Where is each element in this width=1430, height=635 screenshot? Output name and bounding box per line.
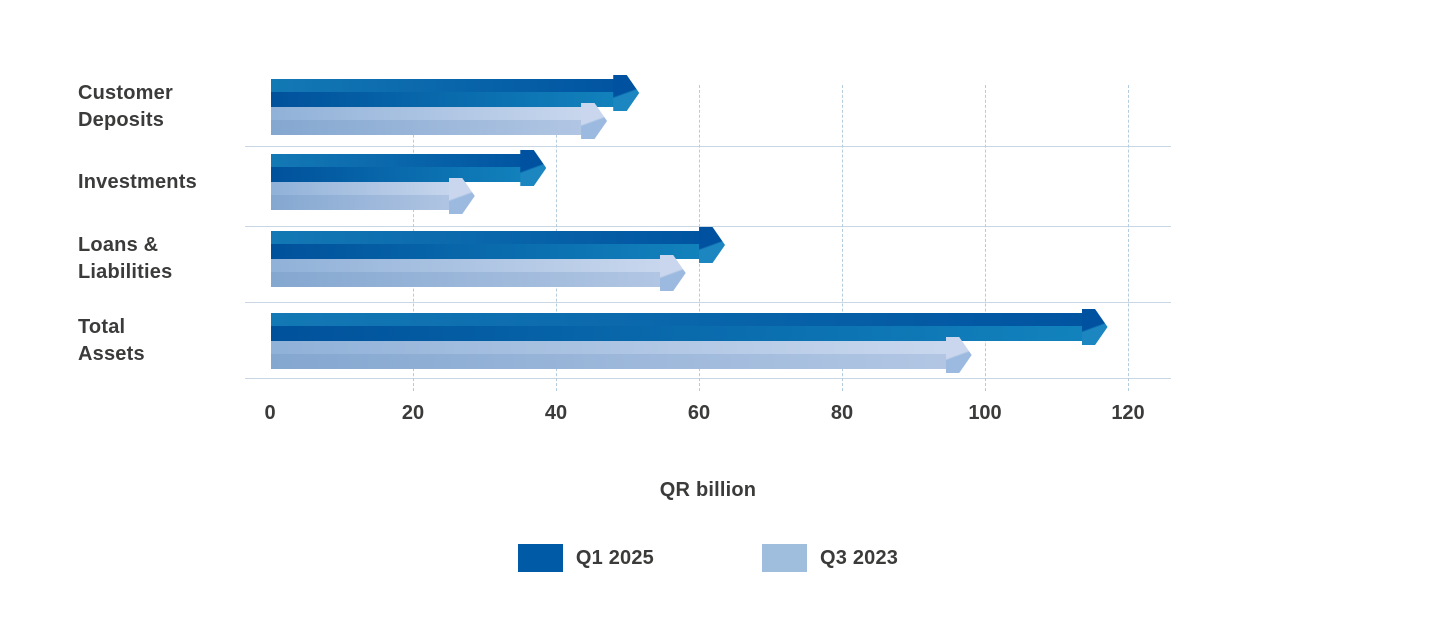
row-separators bbox=[245, 0, 1171, 400]
bar-q1-2025-row-3 bbox=[271, 227, 726, 263]
stripe-bottom bbox=[271, 194, 463, 210]
x-tick-label-60: 60 bbox=[687, 402, 711, 424]
gridline-80 bbox=[842, 85, 843, 391]
stripe-top bbox=[271, 182, 463, 195]
stripe-bottom bbox=[271, 271, 674, 287]
category-label-line: Loans & bbox=[78, 234, 159, 256]
legend-swatch-q1-2025 bbox=[517, 544, 563, 572]
legend-item-q3-2023: Q3 2023 bbox=[762, 544, 898, 572]
stripe-top bbox=[271, 259, 674, 272]
bar-arrow-tip bbox=[1081, 309, 1108, 345]
x-tick-label-100: 100 bbox=[968, 402, 1002, 424]
bar-body bbox=[271, 107, 596, 135]
category-label-3: Loans & Liabilities bbox=[78, 231, 258, 287]
category-label-line: Customer bbox=[78, 82, 173, 104]
category-label-line: Deposits bbox=[78, 109, 165, 131]
bar-q3-2023-row-4 bbox=[271, 337, 972, 373]
row-separator-line bbox=[245, 302, 1171, 303]
stripe-bottom bbox=[271, 166, 535, 182]
stripe-top bbox=[271, 154, 535, 167]
gridline-120 bbox=[1128, 85, 1129, 391]
category-label-line: Liabilities bbox=[78, 261, 173, 283]
bar-body bbox=[271, 313, 1096, 341]
row-separator-line bbox=[245, 146, 1171, 147]
legend-label-q1-2025: Q1 2025 bbox=[575, 546, 654, 569]
category-labels: Customer Deposits Investments Loans & Liabil… bbox=[78, 0, 258, 400]
bar-q3-2023-row-3 bbox=[271, 255, 686, 291]
bar-arrow-tip bbox=[613, 75, 640, 111]
category-label-line: Assets bbox=[78, 343, 145, 365]
stripe-top bbox=[271, 107, 596, 120]
bar-arrow-tip bbox=[659, 255, 686, 291]
bars bbox=[271, 0, 1151, 400]
bar-arrow-tip bbox=[945, 337, 972, 373]
bar-body bbox=[271, 79, 628, 107]
x-axis-ticks: 0 20 40 60 80 100 120 bbox=[264, 402, 1144, 432]
x-tick-label-120: 120 bbox=[1111, 402, 1145, 424]
stripe-top bbox=[271, 313, 1096, 326]
category-label-2: Investments bbox=[78, 154, 258, 210]
stripe-bottom bbox=[271, 91, 628, 107]
category-label-4: Total Assets bbox=[78, 313, 258, 369]
x-tick-label-40: 40 bbox=[544, 402, 568, 424]
stripe-top bbox=[271, 341, 960, 354]
stripe-top bbox=[271, 79, 628, 92]
stripe-top bbox=[271, 231, 714, 244]
x-tick-label-20: 20 bbox=[401, 402, 425, 424]
bar-arrow-tip bbox=[581, 103, 608, 139]
stripe-bottom bbox=[271, 119, 596, 135]
row-separator-line bbox=[245, 378, 1171, 379]
stripe-bottom bbox=[271, 325, 1096, 341]
legend-item-q1-2025: Q1 2025 bbox=[517, 544, 654, 572]
legend: Q1 2025 Q3 2023 bbox=[245, 544, 1171, 572]
bar-arrow-tip bbox=[520, 150, 547, 186]
bar-body bbox=[271, 154, 535, 182]
category-label-line: Total bbox=[78, 316, 126, 338]
stripe-bottom bbox=[271, 353, 960, 369]
bar-body bbox=[271, 231, 714, 259]
gridline-100 bbox=[985, 85, 986, 391]
bar-q3-2023-row-2 bbox=[271, 178, 475, 214]
bar-q1-2025-row-4 bbox=[271, 309, 1108, 345]
bar-arrow-tip bbox=[448, 178, 475, 214]
x-axis-title: QR billion bbox=[659, 479, 757, 501]
bar-arrow-tip bbox=[699, 227, 726, 263]
bar-q1-2025-row-2 bbox=[271, 150, 547, 186]
bar-body bbox=[271, 182, 463, 210]
legend-swatch-q3-2023 bbox=[762, 544, 807, 572]
bar-body bbox=[271, 341, 960, 369]
category-label-line: Investments bbox=[78, 170, 197, 193]
legend-label-q3-2023: Q3 2023 bbox=[820, 546, 899, 569]
bar-body bbox=[271, 259, 674, 287]
bar-q1-2025-row-1 bbox=[271, 75, 640, 111]
row-separator-line bbox=[245, 226, 1171, 227]
bar-q3-2023-row-1 bbox=[271, 103, 608, 139]
stripe-bottom bbox=[271, 243, 714, 259]
category-label-1: Customer Deposits bbox=[78, 79, 258, 135]
x-tick-label-0: 0 bbox=[264, 402, 276, 424]
x-tick-label-80: 80 bbox=[830, 402, 854, 424]
